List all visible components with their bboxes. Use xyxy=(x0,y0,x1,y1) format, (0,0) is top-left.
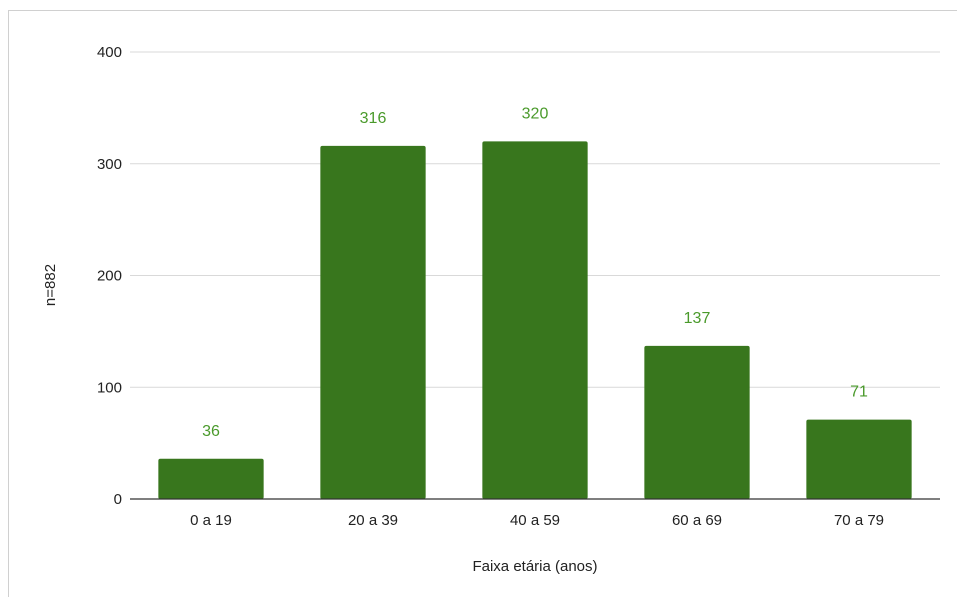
data-labels: 36 316 320 137 71 xyxy=(202,105,868,439)
bar xyxy=(158,458,264,499)
x-tick-label: 20 a 39 xyxy=(348,512,398,529)
x-tick-label: 70 a 79 xyxy=(834,512,884,529)
data-label: 36 xyxy=(202,423,220,440)
x-tick-label: 40 a 59 xyxy=(510,512,560,529)
x-axis-title: Faixa etária (anos) xyxy=(472,558,597,575)
x-tick-label: 0 a 19 xyxy=(190,512,232,529)
bar xyxy=(806,419,912,499)
y-axis-title: n=882 xyxy=(42,264,59,306)
y-tick-label: 0 xyxy=(114,491,122,508)
y-axis-ticks: 0 100 200 300 400 xyxy=(97,44,122,508)
bar xyxy=(320,145,426,499)
bar xyxy=(644,345,750,499)
data-label: 137 xyxy=(684,310,711,327)
y-tick-label: 100 xyxy=(97,379,122,396)
y-tick-label: 400 xyxy=(97,44,122,61)
bar xyxy=(482,141,588,499)
x-axis-ticks: 0 a 19 20 a 39 40 a 59 60 a 69 70 a 79 xyxy=(190,512,884,529)
data-label: 316 xyxy=(360,110,387,127)
data-label: 71 xyxy=(850,384,868,401)
data-label: 320 xyxy=(522,105,549,122)
bars xyxy=(158,141,912,499)
x-tick-label: 60 a 69 xyxy=(672,512,722,529)
y-tick-label: 300 xyxy=(97,156,122,173)
y-tick-label: 200 xyxy=(97,268,122,285)
